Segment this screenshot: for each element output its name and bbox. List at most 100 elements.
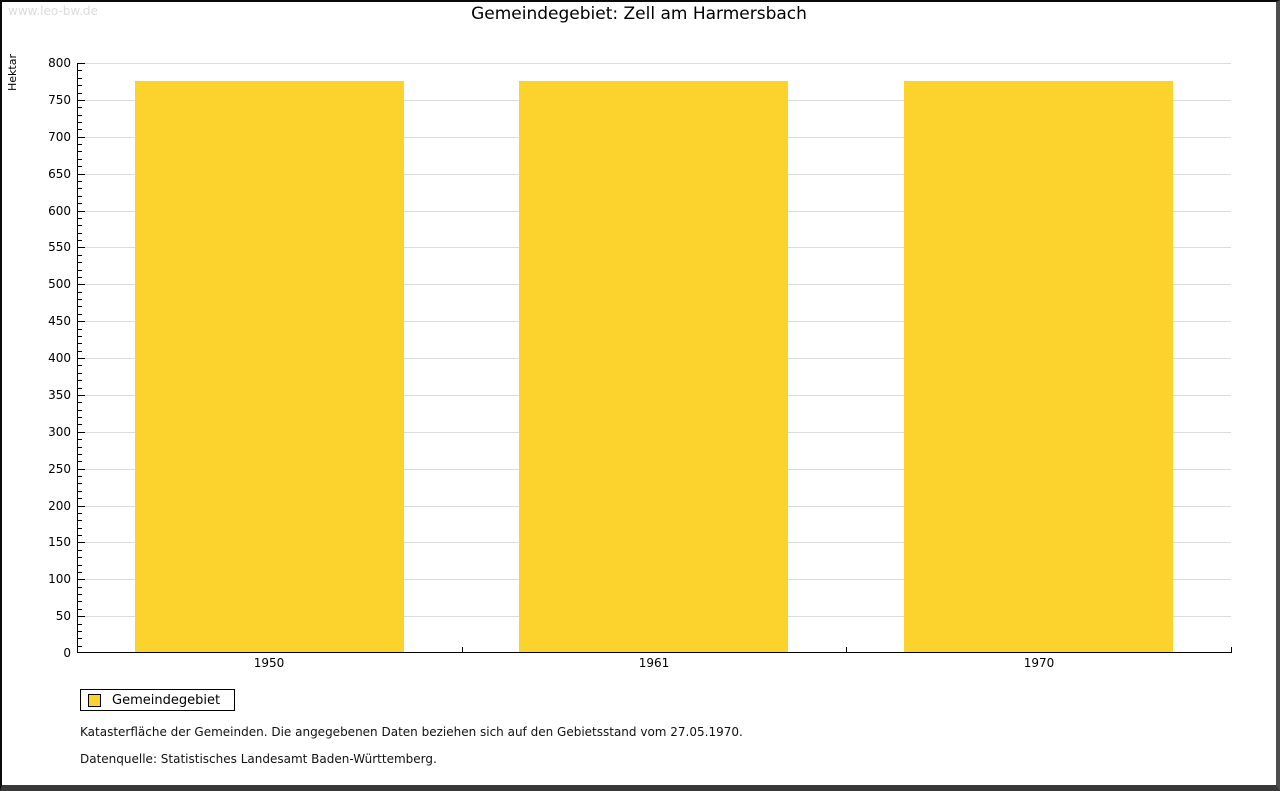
y-major-tick-400 [78, 358, 85, 359]
y-tick-label-700: 700 [48, 130, 71, 144]
y-tick-label-500: 500 [48, 277, 71, 291]
y-tick-label-450: 450 [48, 314, 71, 328]
y-major-tick-200 [78, 506, 85, 507]
y-minor-tick-90 [78, 587, 82, 588]
y-tick-label-600: 600 [48, 204, 71, 218]
y-minor-tick-480 [78, 299, 82, 300]
y-minor-tick-440 [78, 329, 82, 330]
y-major-tick-750 [78, 100, 85, 101]
y-minor-tick-590 [78, 218, 82, 219]
y-minor-tick-630 [78, 188, 82, 189]
chart-title: Gemeindegebiet: Zell am Harmersbach [471, 4, 807, 24]
y-tick-label-0: 0 [63, 646, 71, 660]
x-tick-label-1950: 1950 [253, 656, 285, 670]
y-minor-tick-380 [78, 373, 82, 374]
y-minor-tick-240 [78, 476, 82, 477]
y-minor-tick-180 [78, 520, 82, 521]
y-minor-tick-610 [78, 203, 82, 204]
y-tick-label-650: 650 [48, 167, 71, 181]
y-minor-tick-570 [78, 233, 82, 234]
y-minor-tick-190 [78, 513, 82, 514]
y-minor-tick-410 [78, 351, 82, 352]
y-minor-tick-620 [78, 196, 82, 197]
x-tick-label-1970: 1970 [1023, 656, 1055, 670]
x-axis-line [77, 652, 1232, 653]
y-major-tick-100 [78, 579, 85, 580]
y-minor-tick-520 [78, 270, 82, 271]
y-tick-label-50: 50 [55, 609, 71, 623]
y-major-tick-800 [78, 63, 85, 64]
y-axis-line [77, 63, 78, 653]
legend: Gemeindegebiet [80, 689, 236, 711]
y-minor-tick-760 [78, 93, 82, 94]
y-minor-tick-340 [78, 402, 82, 403]
y-major-tick-0 [78, 652, 85, 653]
y-minor-tick-580 [78, 225, 82, 226]
footnote-data-source: Datenquelle: Statistisches Landesamt Bad… [80, 752, 437, 766]
bar-1961 [519, 81, 788, 653]
footnote-source-note: Katasterfläche der Gemeinden. Die angege… [80, 725, 743, 739]
y-major-tick-550 [78, 247, 85, 248]
y-minor-tick-220 [78, 491, 82, 492]
y-minor-tick-390 [78, 365, 82, 366]
bar-1950 [135, 81, 404, 653]
y-minor-tick-740 [78, 107, 82, 108]
y-minor-tick-120 [78, 565, 82, 566]
y-major-tick-450 [78, 321, 85, 322]
y-minor-tick-730 [78, 115, 82, 116]
y-minor-tick-790 [78, 70, 82, 71]
y-minor-tick-540 [78, 255, 82, 256]
y-minor-tick-70 [78, 601, 82, 602]
y-minor-tick-710 [78, 129, 82, 130]
y-minor-tick-460 [78, 314, 82, 315]
y-tick-label-750: 750 [48, 93, 71, 107]
plot-area [77, 63, 1232, 653]
y-minor-tick-80 [78, 594, 82, 595]
y-minor-tick-780 [78, 78, 82, 79]
y-minor-tick-310 [78, 424, 82, 425]
y-minor-tick-110 [78, 572, 82, 573]
y-minor-tick-720 [78, 122, 82, 123]
y-minor-tick-530 [78, 262, 82, 263]
y-minor-tick-290 [78, 439, 82, 440]
y-minor-tick-430 [78, 336, 82, 337]
y-minor-tick-770 [78, 85, 82, 86]
y-minor-tick-420 [78, 343, 82, 344]
y-minor-tick-140 [78, 550, 82, 551]
bar-1970 [904, 81, 1173, 653]
x-boundary-tick-3 [1231, 647, 1232, 652]
y-tick-label-200: 200 [48, 499, 71, 513]
y-tick-label-800: 800 [48, 56, 71, 70]
y-minor-tick-170 [78, 528, 82, 529]
y-major-tick-700 [78, 137, 85, 138]
y-minor-tick-680 [78, 151, 82, 152]
y-minor-tick-640 [78, 181, 82, 182]
y-minor-tick-660 [78, 166, 82, 167]
y-minor-tick-490 [78, 292, 82, 293]
y-minor-tick-670 [78, 159, 82, 160]
y-major-tick-650 [78, 174, 85, 175]
y-minor-tick-560 [78, 240, 82, 241]
y-major-tick-150 [78, 542, 85, 543]
y-major-tick-50 [78, 616, 85, 617]
y-minor-tick-510 [78, 277, 82, 278]
y-minor-tick-210 [78, 498, 82, 499]
legend-swatch [88, 693, 101, 707]
y-tick-label-350: 350 [48, 388, 71, 402]
y-tick-label-150: 150 [48, 535, 71, 549]
y-minor-tick-360 [78, 388, 82, 389]
y-major-tick-250 [78, 469, 85, 470]
gridline-800 [78, 63, 1231, 64]
y-tick-label-300: 300 [48, 425, 71, 439]
y-minor-tick-320 [78, 417, 82, 418]
y-major-tick-300 [78, 432, 85, 433]
x-boundary-tick-2 [846, 647, 847, 652]
y-minor-tick-160 [78, 535, 82, 536]
y-tick-label-550: 550 [48, 240, 71, 254]
y-minor-tick-470 [78, 306, 82, 307]
watermark: www.leo-bw.de [8, 4, 98, 18]
y-major-tick-500 [78, 284, 85, 285]
y-minor-tick-130 [78, 557, 82, 558]
y-minor-tick-230 [78, 483, 82, 484]
